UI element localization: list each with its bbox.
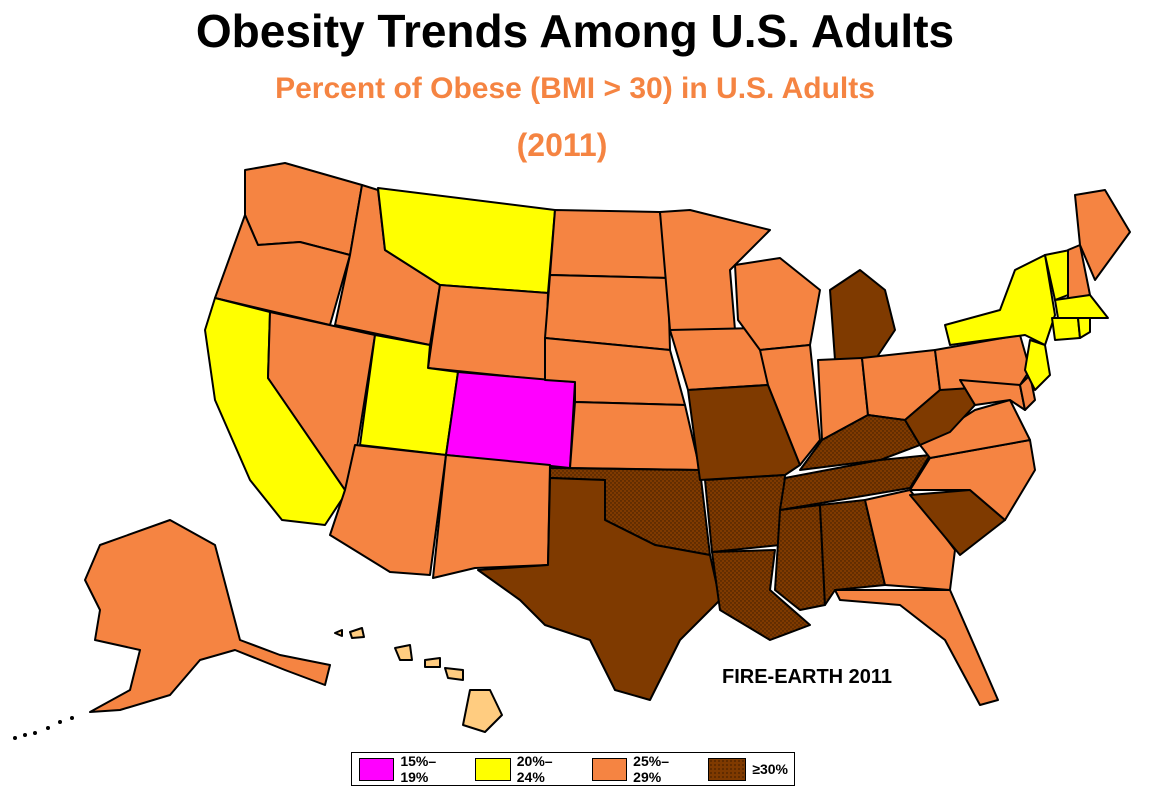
state-tennessee	[779, 454, 931, 511]
legend-label: 20%–24%	[516, 753, 553, 785]
legend-swatch-magenta	[359, 757, 395, 781]
legend-label: 25%–29%	[633, 753, 669, 785]
state-connecticut	[1051, 317, 1081, 341]
state-massachusetts	[1054, 294, 1109, 319]
map-credit: FIRE-EARTH 2011	[722, 666, 893, 688]
state-georgia	[864, 489, 956, 591]
state-new-mexico	[432, 454, 551, 579]
map-title: Obesity Trends Among U.S. Adults	[195, 5, 955, 57]
state-north-dakota	[549, 209, 669, 279]
legend-item-20-24: 20%–24%	[475, 753, 575, 785]
state-illinois	[759, 344, 821, 466]
state-rhode-island	[1077, 317, 1091, 339]
state-missouri	[687, 384, 801, 481]
legend-swatch-orange	[591, 757, 628, 781]
alaska-islands	[13, 716, 74, 740]
state-hawaii	[334, 627, 503, 733]
legend-swatch-yellow	[475, 757, 511, 781]
state-alaska	[84, 519, 331, 713]
state-florida	[834, 589, 999, 706]
legend-item-15-19: 15%–19%	[359, 753, 459, 785]
state-texas	[477, 477, 721, 701]
state-wyoming	[427, 284, 549, 381]
state-alabama	[819, 499, 886, 606]
state-louisiana	[711, 549, 811, 641]
map-subtitle: Percent of Obese (BMI > 30) in U.S. Adul…	[275, 72, 875, 105]
map-legend: 15%–19% 20%–24% 25%–29% ≥30%	[351, 752, 795, 786]
state-arkansas	[704, 474, 786, 553]
state-kansas	[569, 401, 701, 471]
state-michigan	[829, 269, 896, 361]
legend-label: ≥30%	[752, 761, 788, 777]
legend-label: 15%–19%	[400, 753, 437, 785]
state-maine	[1074, 189, 1131, 281]
state-mississippi	[774, 504, 826, 611]
state-washington	[244, 162, 363, 256]
legend-item-25-29: 25%–29%	[591, 753, 692, 785]
legend-item-30-plus: ≥30%	[708, 757, 788, 781]
legend-swatch-brown	[708, 757, 747, 781]
state-south-dakota	[544, 274, 671, 351]
state-new-york	[944, 254, 1056, 346]
state-maryland	[959, 379, 1026, 411]
map-year: (2011)	[516, 127, 608, 163]
state-colorado	[445, 371, 576, 469]
